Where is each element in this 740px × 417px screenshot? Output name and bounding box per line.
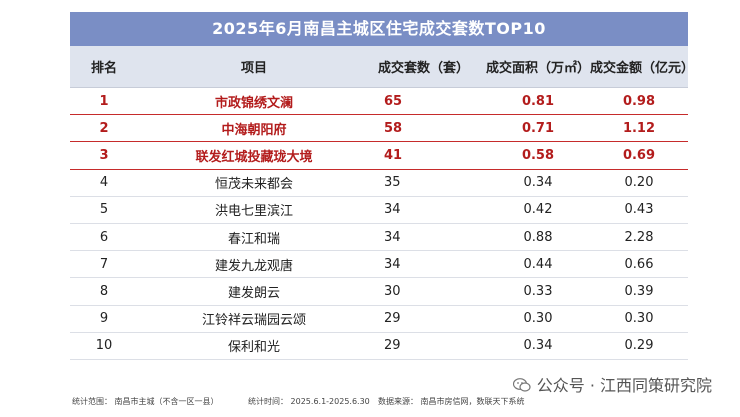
table-row: 6 春江和瑞 34 0.88 2.28 xyxy=(70,223,688,252)
cell-units: 41 xyxy=(370,141,486,170)
cell-rank: 9 xyxy=(70,305,138,333)
table-row: 7 建发九龙观唐 34 0.44 0.66 xyxy=(70,250,688,279)
table-row: 9 江铃祥云瑞园云颂 29 0.30 0.30 xyxy=(70,305,688,333)
cell-project: 中海朝阳府 xyxy=(138,114,370,143)
table-body: 1 市政锦绣文澜 65 0.81 0.98 2 中海朝阳府 58 0.71 1.12 3 联发红城投藏… xyxy=(70,87,688,360)
table-row: 5 洪电七里滨江 34 0.42 0.43 xyxy=(70,196,688,224)
cell-project: 市政锦绣文澜 xyxy=(138,87,370,116)
cell-amount: 0.30 xyxy=(590,305,688,333)
cell-project: 恒茂未来都会 xyxy=(138,169,370,197)
cell-project: 春江和瑞 xyxy=(138,223,370,252)
cell-rank: 2 xyxy=(70,114,138,143)
cell-project: 建发朗云 xyxy=(138,277,370,306)
cell-area: 0.71 xyxy=(486,114,590,143)
table-header-row: 排名 项目 成交套数（套） 成交面积（万㎡） 成交金额（亿元） xyxy=(70,46,694,88)
table-row: 3 联发红城投藏珑大境 41 0.58 0.69 xyxy=(70,141,688,170)
table-row: 2 中海朝阳府 58 0.71 1.12 xyxy=(70,114,688,143)
cell-rank: 3 xyxy=(70,141,138,170)
cell-rank: 4 xyxy=(70,169,138,197)
cell-project: 洪电七里滨江 xyxy=(138,196,370,224)
cell-amount: 0.43 xyxy=(590,196,688,224)
cell-rank: 8 xyxy=(70,277,138,306)
table-row: 1 市政锦绣文澜 65 0.81 0.98 xyxy=(70,87,688,116)
watermark: 公众号 · 江西同策研究院 xyxy=(512,372,712,396)
watermark-text: 公众号 · 江西同策研究院 xyxy=(536,376,712,395)
cell-amount: 0.39 xyxy=(590,277,688,306)
table-row: 10 保利和光 29 0.34 0.29 xyxy=(70,332,688,360)
cell-area: 0.42 xyxy=(486,196,590,224)
cell-rank: 1 xyxy=(70,87,138,116)
wechat-icon xyxy=(512,378,531,392)
cell-units: 34 xyxy=(370,250,486,279)
cell-rank: 6 xyxy=(70,223,138,252)
cell-units: 29 xyxy=(370,305,486,333)
cell-amount: 0.20 xyxy=(590,169,688,197)
cell-project: 保利和光 xyxy=(138,332,370,360)
cell-amount: 0.66 xyxy=(590,250,688,279)
cell-area: 0.81 xyxy=(486,87,590,116)
cell-area: 0.30 xyxy=(486,305,590,333)
header-amount: 成交金额（亿元） xyxy=(590,46,694,88)
cell-area: 0.34 xyxy=(486,169,590,197)
cell-units: 30 xyxy=(370,277,486,306)
cell-units: 34 xyxy=(370,196,486,224)
table-row: 8 建发朗云 30 0.33 0.39 xyxy=(70,277,688,306)
footer-notes: 统计范围： 南昌市主城（不含一区一县） 统计时间： 2025.6.1-2025.… xyxy=(0,384,740,417)
cell-area: 0.88 xyxy=(486,223,590,252)
cell-area: 0.44 xyxy=(486,250,590,279)
cell-project: 建发九龙观唐 xyxy=(138,250,370,279)
cell-amount: 0.29 xyxy=(590,332,688,360)
cell-area: 0.33 xyxy=(486,277,590,306)
cell-units: 34 xyxy=(370,223,486,252)
ranking-table: 排名 项目 成交套数（套） 成交面积（万㎡） 成交金额（亿元） 1 市政锦绣文澜 6… xyxy=(70,46,694,360)
cell-amount: 2.28 xyxy=(590,223,688,252)
cell-rank: 10 xyxy=(70,332,138,360)
footer-source: 数据来源： 南昌市房信网，数联天下系统 xyxy=(378,397,525,406)
cell-units: 65 xyxy=(370,87,486,116)
table-title: 2025年6月南昌主城区住宅成交套数TOP10 xyxy=(70,12,688,46)
cell-units: 29 xyxy=(370,332,486,360)
header-rank: 排名 xyxy=(70,46,138,88)
footer-scope: 统计范围： 南昌市主城（不含一区一县） xyxy=(72,397,219,406)
header-project: 项目 xyxy=(138,46,370,88)
cell-amount: 0.69 xyxy=(590,141,688,170)
ranking-table-card: 2025年6月南昌主城区住宅成交套数TOP10 排名 项目 成交套数（套） 成交… xyxy=(70,12,694,384)
cell-rank: 5 xyxy=(70,196,138,224)
cell-units: 58 xyxy=(370,114,486,143)
cell-amount: 1.12 xyxy=(590,114,688,143)
cell-rank: 7 xyxy=(70,250,138,279)
table-row: 4 恒茂未来都会 35 0.34 0.20 xyxy=(70,169,688,197)
cell-amount: 0.98 xyxy=(590,87,688,116)
cell-area: 0.34 xyxy=(486,332,590,360)
footer-period: 统计时间： 2025.6.1-2025.6.30 xyxy=(248,397,370,406)
cell-units: 35 xyxy=(370,169,486,197)
header-area: 成交面积（万㎡） xyxy=(486,46,590,88)
cell-project: 联发红城投藏珑大境 xyxy=(138,141,370,170)
cell-area: 0.58 xyxy=(486,141,590,170)
cell-project: 江铃祥云瑞园云颂 xyxy=(138,305,370,333)
header-units: 成交套数（套） xyxy=(370,46,486,88)
